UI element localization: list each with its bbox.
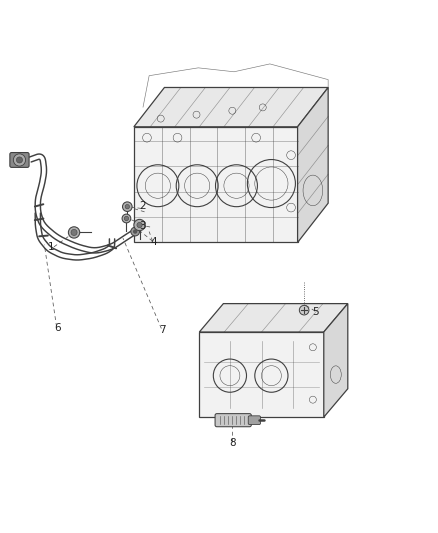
Text: 4: 4 — [150, 238, 157, 247]
Circle shape — [133, 229, 138, 234]
Circle shape — [124, 216, 129, 221]
Circle shape — [299, 305, 309, 315]
Polygon shape — [199, 304, 348, 332]
Text: 3: 3 — [139, 221, 146, 231]
Text: 8: 8 — [229, 438, 235, 448]
FancyBboxPatch shape — [248, 416, 261, 425]
Circle shape — [125, 205, 130, 209]
Polygon shape — [324, 304, 348, 417]
Polygon shape — [134, 127, 297, 243]
Polygon shape — [134, 87, 328, 127]
FancyBboxPatch shape — [10, 152, 29, 167]
Text: 5: 5 — [312, 308, 318, 317]
Circle shape — [16, 157, 22, 163]
Polygon shape — [199, 332, 324, 417]
Circle shape — [131, 227, 140, 236]
Text: 6: 6 — [54, 322, 61, 333]
Circle shape — [71, 229, 77, 236]
Text: 2: 2 — [139, 201, 146, 211]
Circle shape — [122, 214, 131, 223]
Circle shape — [13, 154, 25, 166]
Circle shape — [134, 220, 145, 231]
Polygon shape — [297, 87, 328, 243]
Text: 7: 7 — [159, 325, 166, 335]
Circle shape — [123, 202, 132, 212]
Circle shape — [68, 227, 80, 238]
Text: 1: 1 — [48, 242, 54, 252]
FancyBboxPatch shape — [215, 414, 251, 427]
Circle shape — [137, 222, 142, 228]
